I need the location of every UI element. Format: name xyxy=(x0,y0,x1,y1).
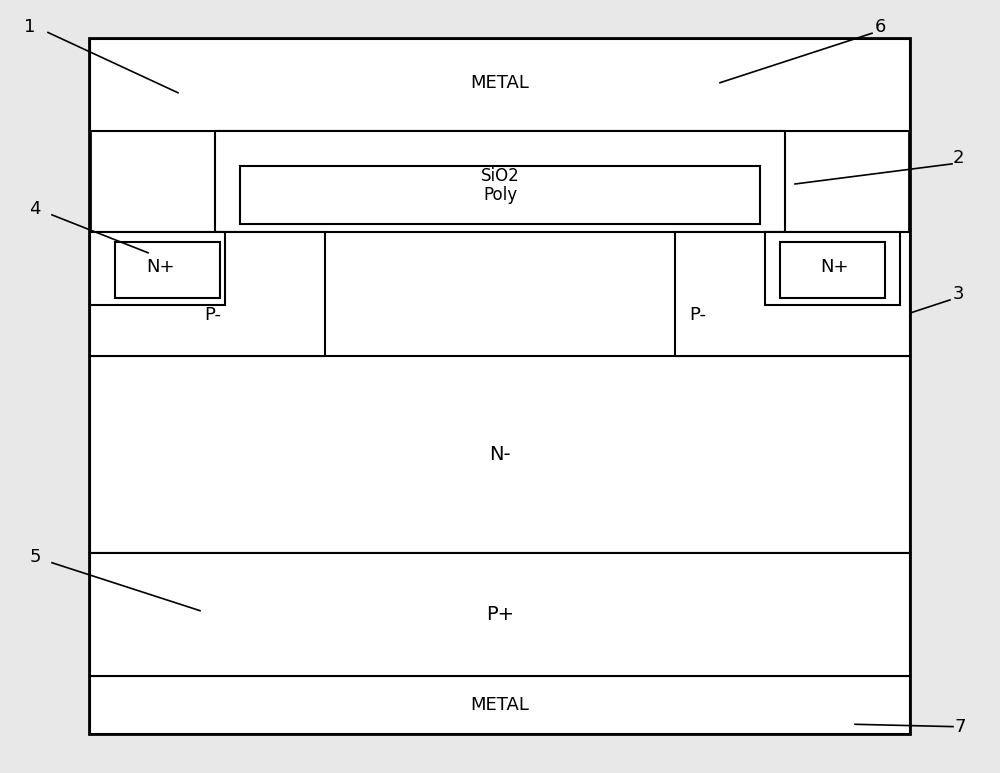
Bar xyxy=(90,232,225,305)
Text: 5: 5 xyxy=(29,547,41,566)
Text: P-: P- xyxy=(205,306,222,325)
Text: 7: 7 xyxy=(954,717,966,736)
Bar xyxy=(115,242,220,298)
Text: 1: 1 xyxy=(24,18,36,36)
Bar xyxy=(90,356,910,553)
Text: 2: 2 xyxy=(952,149,964,168)
Text: 4: 4 xyxy=(29,199,41,218)
Bar xyxy=(90,676,910,734)
Text: P+: P+ xyxy=(486,605,514,624)
Bar xyxy=(90,39,910,734)
Bar xyxy=(780,242,885,298)
Text: P-: P- xyxy=(690,306,706,325)
Text: SiO2: SiO2 xyxy=(481,167,519,186)
Bar xyxy=(215,131,785,232)
Text: 3: 3 xyxy=(952,284,964,303)
Bar xyxy=(90,39,910,131)
Text: N-: N- xyxy=(489,445,511,464)
Text: N+: N+ xyxy=(821,257,849,276)
Text: METAL: METAL xyxy=(471,74,529,93)
Bar xyxy=(90,232,325,356)
Text: METAL: METAL xyxy=(471,696,529,714)
Text: 6: 6 xyxy=(874,18,886,36)
Text: N+: N+ xyxy=(146,257,174,276)
Bar xyxy=(240,166,760,224)
Bar xyxy=(675,232,910,356)
Bar xyxy=(90,553,910,676)
Text: Poly: Poly xyxy=(483,186,517,204)
Bar xyxy=(765,232,900,305)
